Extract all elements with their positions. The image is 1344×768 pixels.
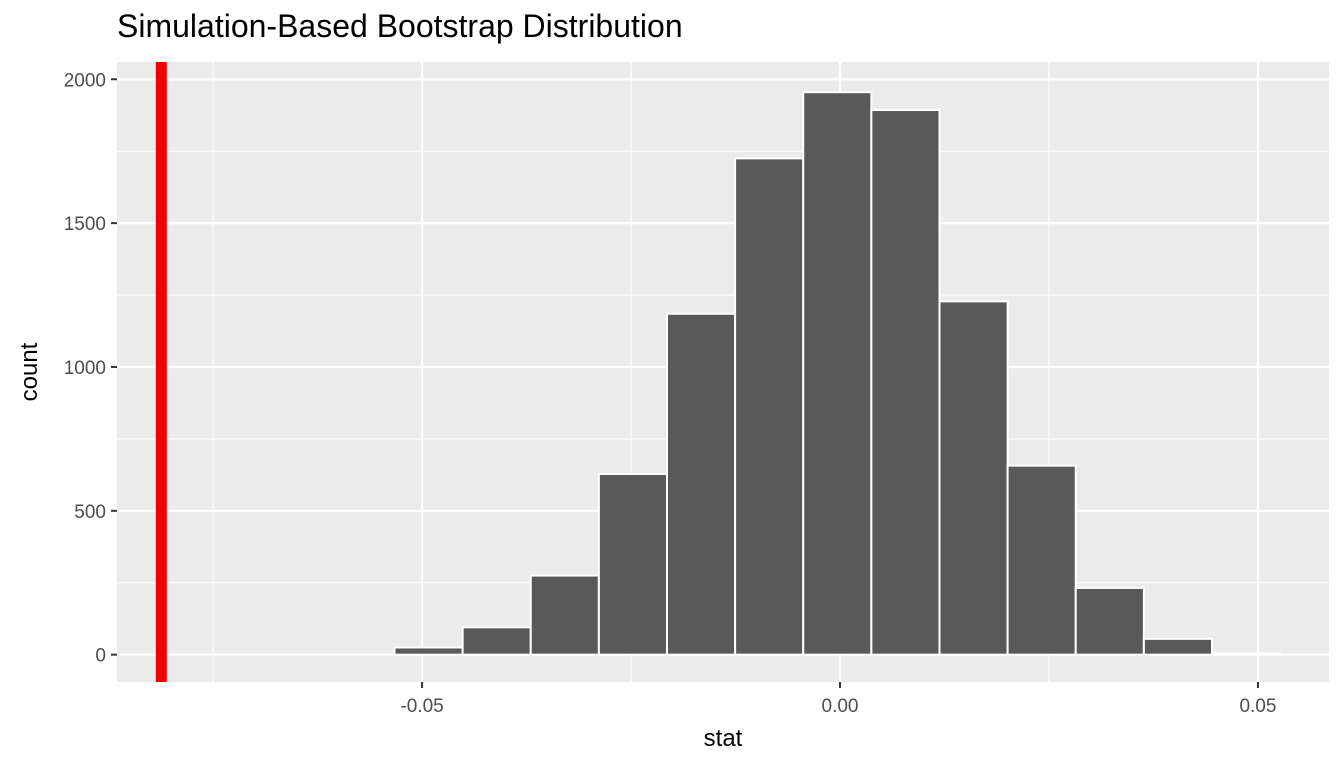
histogram-bar <box>870 109 941 656</box>
histogram-bars <box>393 91 1282 656</box>
y-tick-label: 0 <box>95 646 106 667</box>
histogram-bar <box>802 91 873 656</box>
y-tick-label: 1000 <box>64 358 106 379</box>
y-tick-label: 1500 <box>64 214 106 235</box>
histogram-bar <box>665 312 737 656</box>
histogram-bar <box>1074 586 1145 656</box>
y-axis-title: count <box>16 342 43 401</box>
x-tick-label: 0.00 <box>822 696 859 717</box>
x-axis-title: stat <box>704 725 743 752</box>
y-tick-label: 2000 <box>64 70 106 91</box>
histogram-bar <box>461 626 532 656</box>
histogram-bar <box>393 646 464 656</box>
axes: -0.05 0.00 0.05 0 500 1000 1500 2000 <box>64 70 1277 717</box>
histogram-bar <box>734 157 805 656</box>
histogram-bar <box>1006 464 1077 656</box>
x-tick-label: -0.05 <box>400 696 443 717</box>
histogram-bar <box>1210 652 1282 656</box>
histogram-bar <box>529 574 600 656</box>
histogram-bar <box>597 472 668 656</box>
histogram-bar <box>1142 637 1213 656</box>
x-tick-label: 0.05 <box>1239 696 1276 717</box>
chart-title: Simulation-Based Bootstrap Distribution <box>117 8 683 44</box>
histogram-bar <box>938 300 1009 656</box>
y-tick-label: 500 <box>74 502 106 523</box>
